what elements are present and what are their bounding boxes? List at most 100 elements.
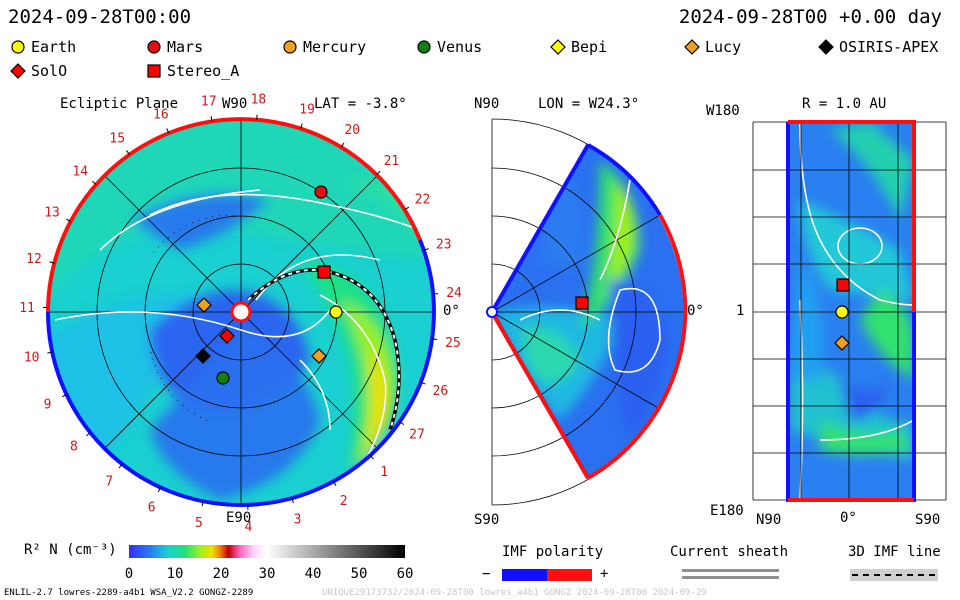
carrington-tick-14: 14 <box>72 165 88 180</box>
mars-marker <box>314 185 328 199</box>
meridional-bottom-label: S90 <box>474 512 500 528</box>
venus-marker <box>216 371 230 385</box>
solo-marker <box>219 328 235 344</box>
legend-item-venus: Venus <box>416 38 482 56</box>
imf-line-label: 3D IMF line <box>848 544 941 560</box>
carrington-tick-mark <box>47 351 53 354</box>
colorbar-tick-10: 10 <box>167 566 184 582</box>
timestamp-right: 2024-09-28T00 +0.00 day <box>678 6 942 28</box>
carrington-tick-5: 5 <box>195 516 203 531</box>
legend-label: Mercury <box>303 38 367 56</box>
legend-item-lucy: Lucy <box>684 38 741 56</box>
circle-icon <box>417 40 431 54</box>
carrington-tick-19: 19 <box>299 102 315 117</box>
shell-top-label: W180 <box>706 103 740 119</box>
stereo-a-marker <box>836 278 850 292</box>
meridional-title: LON = W24.3° <box>538 96 640 112</box>
square-icon <box>147 64 161 78</box>
legend-item-earth: Earth <box>10 38 76 56</box>
shell-objects <box>834 278 850 351</box>
carrington-tick-mark <box>420 381 426 385</box>
carrington-tick-12: 12 <box>26 252 42 267</box>
solo-marker <box>10 63 26 79</box>
legend-item-osiris-apex: OSIRIS-APEX <box>818 38 938 56</box>
carrington-tick-10: 10 <box>24 350 40 365</box>
meridional-objects <box>575 296 589 310</box>
ecliptic-objects <box>195 185 343 385</box>
diamond-icon <box>684 39 700 55</box>
imf-negative-bar <box>502 569 547 581</box>
lucy-marker <box>684 39 700 55</box>
legend-label: Bepi <box>571 38 608 56</box>
shell-panel <box>752 120 947 502</box>
diamond-icon <box>10 63 26 79</box>
footer-watermark: UNIQUE29173732/2024-09-28T00 lowres_a4b1… <box>322 588 707 598</box>
carrington-tick-15: 15 <box>109 131 125 146</box>
mars-marker <box>147 40 161 54</box>
osiris-apex-marker <box>195 348 211 364</box>
earth-marker <box>11 40 25 54</box>
earth-marker <box>835 305 849 319</box>
carrington-tick-8: 8 <box>70 440 78 455</box>
carrington-tick-mark <box>369 455 374 460</box>
carrington-tick-mark <box>300 123 303 129</box>
carrington-tick-26: 26 <box>433 384 449 399</box>
carrington-tick-mark <box>423 248 429 251</box>
shell-mid-label: 1 <box>736 303 745 319</box>
carrington-tick-mark <box>399 421 405 426</box>
ecliptic-top-label: W90 <box>222 96 248 112</box>
legend-label: Stereo_A <box>167 62 240 80</box>
stereo-a-marker <box>575 296 589 310</box>
mercury-marker <box>196 297 212 313</box>
carrington-tick-21: 21 <box>384 154 400 169</box>
ecliptic-lat: LAT = -3.8° <box>314 96 407 112</box>
imf-plus: + <box>600 566 609 582</box>
osiris-apex-marker <box>818 39 834 55</box>
circle-icon <box>147 40 161 54</box>
carrington-tick-27: 27 <box>409 428 425 443</box>
carrington-tick-mark <box>61 394 67 398</box>
current-sheath-label: Current sheath <box>670 544 789 560</box>
ecliptic-panel: 1920212223242526271234567891011121314151… <box>19 93 462 535</box>
carrington-tick-mark <box>49 261 55 264</box>
colorbar-tick-40: 40 <box>305 566 322 582</box>
colorbar: 0 10 20 30 40 50 60 <box>125 545 413 582</box>
stereo-a-marker <box>317 265 331 279</box>
carrington-tick-18: 18 <box>251 93 267 108</box>
carrington-tick-11: 11 <box>19 301 35 316</box>
imf-minus: − <box>482 566 491 582</box>
shell-bottom-label: E180 <box>710 503 744 519</box>
carrington-tick-mark <box>404 206 410 211</box>
colorbar-tick-0: 0 <box>125 566 133 582</box>
ecliptic-bottom-label: E90 <box>226 510 252 526</box>
legend-label: Venus <box>437 38 483 56</box>
carrington-tick-17: 17 <box>201 94 217 109</box>
legend-label: SolO <box>31 62 68 80</box>
legend-item-solo: SolO <box>10 62 67 80</box>
carrington-tick-20: 20 <box>344 123 360 138</box>
venus-marker <box>417 40 431 54</box>
carrington-tick-6: 6 <box>148 500 156 515</box>
current-sheath-line <box>682 569 779 572</box>
lucy-marker <box>834 335 850 351</box>
carrington-tick-mark <box>91 180 97 185</box>
meridional-panel <box>486 118 688 506</box>
carrington-tick-24: 24 <box>446 286 462 301</box>
shell-x-label-s90: S90 <box>915 512 941 528</box>
timestamp-left: 2024-09-28T00:00 <box>8 6 192 28</box>
legend-item-mercury: Mercury <box>282 38 366 56</box>
footer-model-info: ENLIL-2.7 lowres-2289-a4b1 WSA_V2.2 GONG… <box>4 588 254 598</box>
colorbar-tick-20: 20 <box>213 566 230 582</box>
carrington-tick-mark <box>210 116 213 122</box>
legend-label: Mars <box>167 38 204 56</box>
ecliptic-right-label: 0° <box>443 303 460 319</box>
meridional-top-label: N90 <box>474 96 500 112</box>
carrington-tick-1: 1 <box>380 465 388 480</box>
carrington-tick-7: 7 <box>105 475 113 490</box>
ecliptic-title: Ecliptic Plane <box>60 96 179 112</box>
carrington-tick-mark <box>333 481 337 486</box>
colorbar-tick-30: 30 <box>259 566 276 582</box>
carrington-tick-4: 4 <box>245 520 253 535</box>
carrington-tick-23: 23 <box>436 238 452 253</box>
carrington-tick-25: 25 <box>445 336 461 351</box>
